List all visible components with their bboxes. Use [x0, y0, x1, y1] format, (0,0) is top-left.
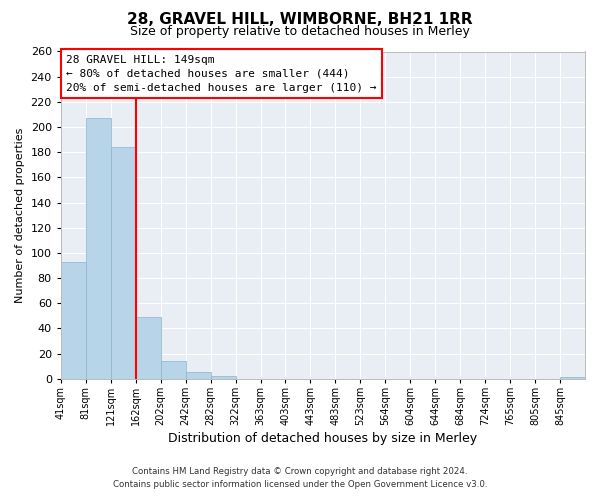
Bar	[136, 317, 161, 378]
Y-axis label: Number of detached properties: Number of detached properties	[15, 128, 25, 303]
X-axis label: Distribution of detached houses by size in Merley: Distribution of detached houses by size …	[169, 432, 478, 445]
Text: 28, GRAVEL HILL, WIMBORNE, BH21 1RR: 28, GRAVEL HILL, WIMBORNE, BH21 1RR	[127, 12, 473, 28]
Bar	[61, 262, 86, 378]
Text: Size of property relative to detached houses in Merley: Size of property relative to detached ho…	[130, 25, 470, 38]
Text: 28 GRAVEL HILL: 149sqm
← 80% of detached houses are smaller (444)
20% of semi-de: 28 GRAVEL HILL: 149sqm ← 80% of detached…	[66, 55, 377, 93]
Bar	[185, 372, 211, 378]
Bar	[86, 118, 111, 378]
Text: Contains HM Land Registry data © Crown copyright and database right 2024.
Contai: Contains HM Land Registry data © Crown c…	[113, 467, 487, 489]
Bar	[111, 147, 136, 378]
Bar	[211, 376, 236, 378]
Bar	[161, 361, 185, 378]
